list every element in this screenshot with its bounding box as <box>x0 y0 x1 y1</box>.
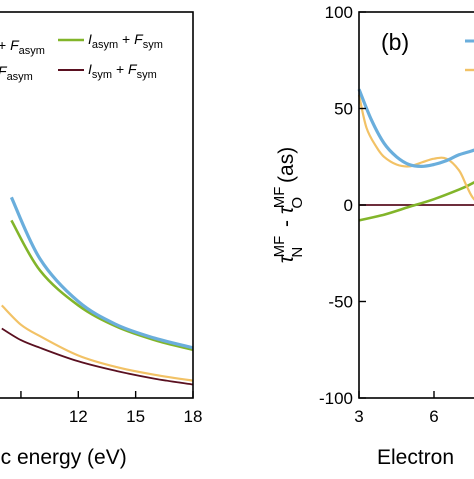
panel-a-x-tick-label: 15 <box>126 407 145 426</box>
panel-b-x-tick-label: 3 <box>354 407 363 426</box>
panel-b-series-orange <box>357 94 474 201</box>
panel-b-y-axis-label: τMFN - τMFO(as) <box>271 147 306 263</box>
panel-b-y-tick-label: 50 <box>334 100 353 119</box>
svg-text:Isym + Fsym: Isym + Fsym <box>88 61 157 81</box>
panel-a-frame <box>0 11 194 399</box>
panel-a-series-blue <box>9 196 194 350</box>
panel-a-legend: + Fasym Iasym + Fsym Fasym Isym + Fsym <box>0 31 163 83</box>
legend-entry-sym-asym: Fasym <box>0 63 33 83</box>
svg-text:Fasym: Fasym <box>0 63 33 83</box>
panel-a: 12 15 18 ic energy (eV) + Fasym Iasym + Fs… <box>0 11 203 469</box>
panel-b-legend <box>465 39 474 72</box>
panel-b-y-tick-label: -100 <box>319 389 353 408</box>
panel-a-series-green <box>10 219 194 352</box>
panel-a-x-ticks: 12 15 18 <box>20 391 203 426</box>
panel-b-series-blue <box>357 88 474 169</box>
panel-b-y-tick-label: -50 <box>328 293 353 312</box>
legend-entry-sym-sym: Isym + Fsym <box>58 61 157 81</box>
panel-a-x-tick-label: 12 <box>69 407 88 426</box>
panel-b-x-tick-label: 6 <box>429 407 438 426</box>
panel-b-x-axis-label: Electron <box>377 446 454 469</box>
panel-a-lines <box>1 196 194 386</box>
panel-b-label: (b) <box>381 29 409 55</box>
panel-b-lines <box>357 88 474 222</box>
panel-a-series-orange <box>1 304 194 382</box>
legend-entry-asym-sym: Iasym + Fsym <box>58 31 163 51</box>
panel-b-y-tick-label: 100 <box>325 3 353 22</box>
panel-b-y-ticks: 100 50 0 -50 -100 <box>319 3 366 408</box>
panel-a-x-axis-label: ic energy (eV) <box>0 446 127 469</box>
panel-b-y-tick-label: 0 <box>344 196 353 215</box>
svg-text:τMFN - τMFO(as): τMFN - τMFO(as) <box>271 147 306 263</box>
panel-a-x-tick-label: 18 <box>184 407 203 426</box>
legend-entry-asym-asym: + Fasym <box>0 37 45 57</box>
panel-a-series-maroon <box>1 327 194 386</box>
svg-text:+ Fasym: + Fasym <box>0 37 45 57</box>
svg-text:Iasym + Fsym: Iasym + Fsym <box>88 31 163 51</box>
panel-b-series-green <box>358 180 474 222</box>
